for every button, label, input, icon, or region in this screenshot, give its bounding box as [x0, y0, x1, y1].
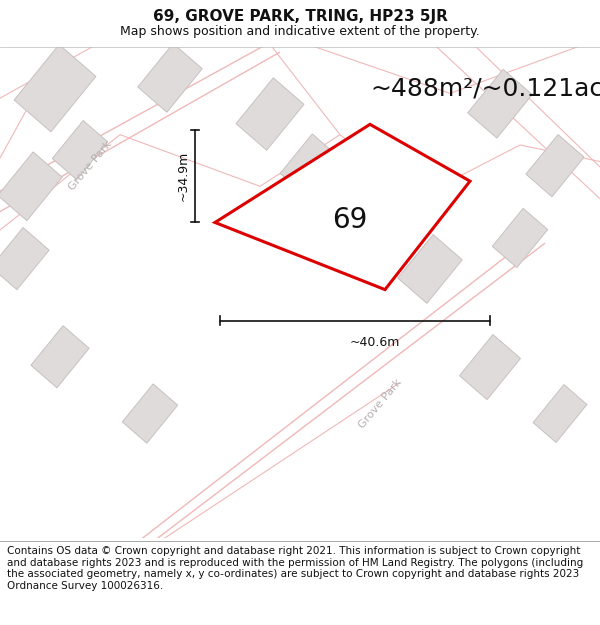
Polygon shape [122, 384, 178, 443]
Text: ~488m²/~0.121ac.: ~488m²/~0.121ac. [370, 76, 600, 100]
Text: Contains OS data © Crown copyright and database right 2021. This information is : Contains OS data © Crown copyright and d… [7, 546, 583, 591]
Polygon shape [280, 134, 340, 198]
Polygon shape [31, 326, 89, 388]
Polygon shape [327, 192, 393, 262]
Text: Map shows position and indicative extent of the property.: Map shows position and indicative extent… [120, 26, 480, 39]
Text: ~40.6m: ~40.6m [350, 336, 400, 349]
Polygon shape [14, 44, 96, 132]
Polygon shape [493, 208, 548, 268]
Text: 69: 69 [332, 206, 368, 234]
Polygon shape [468, 69, 532, 138]
Polygon shape [52, 121, 107, 180]
Polygon shape [533, 384, 587, 442]
Text: 69, GROVE PARK, TRING, HP23 5JR: 69, GROVE PARK, TRING, HP23 5JR [152, 9, 448, 24]
Polygon shape [215, 124, 470, 289]
Polygon shape [0, 152, 62, 221]
Text: Grove Park: Grove Park [356, 377, 403, 430]
Polygon shape [138, 44, 202, 112]
Text: ~34.9m: ~34.9m [176, 151, 190, 201]
Polygon shape [0, 228, 49, 289]
Text: Grove Park: Grove Park [67, 139, 113, 192]
Polygon shape [460, 334, 521, 399]
Polygon shape [398, 234, 462, 303]
Polygon shape [526, 134, 584, 197]
Polygon shape [236, 78, 304, 150]
